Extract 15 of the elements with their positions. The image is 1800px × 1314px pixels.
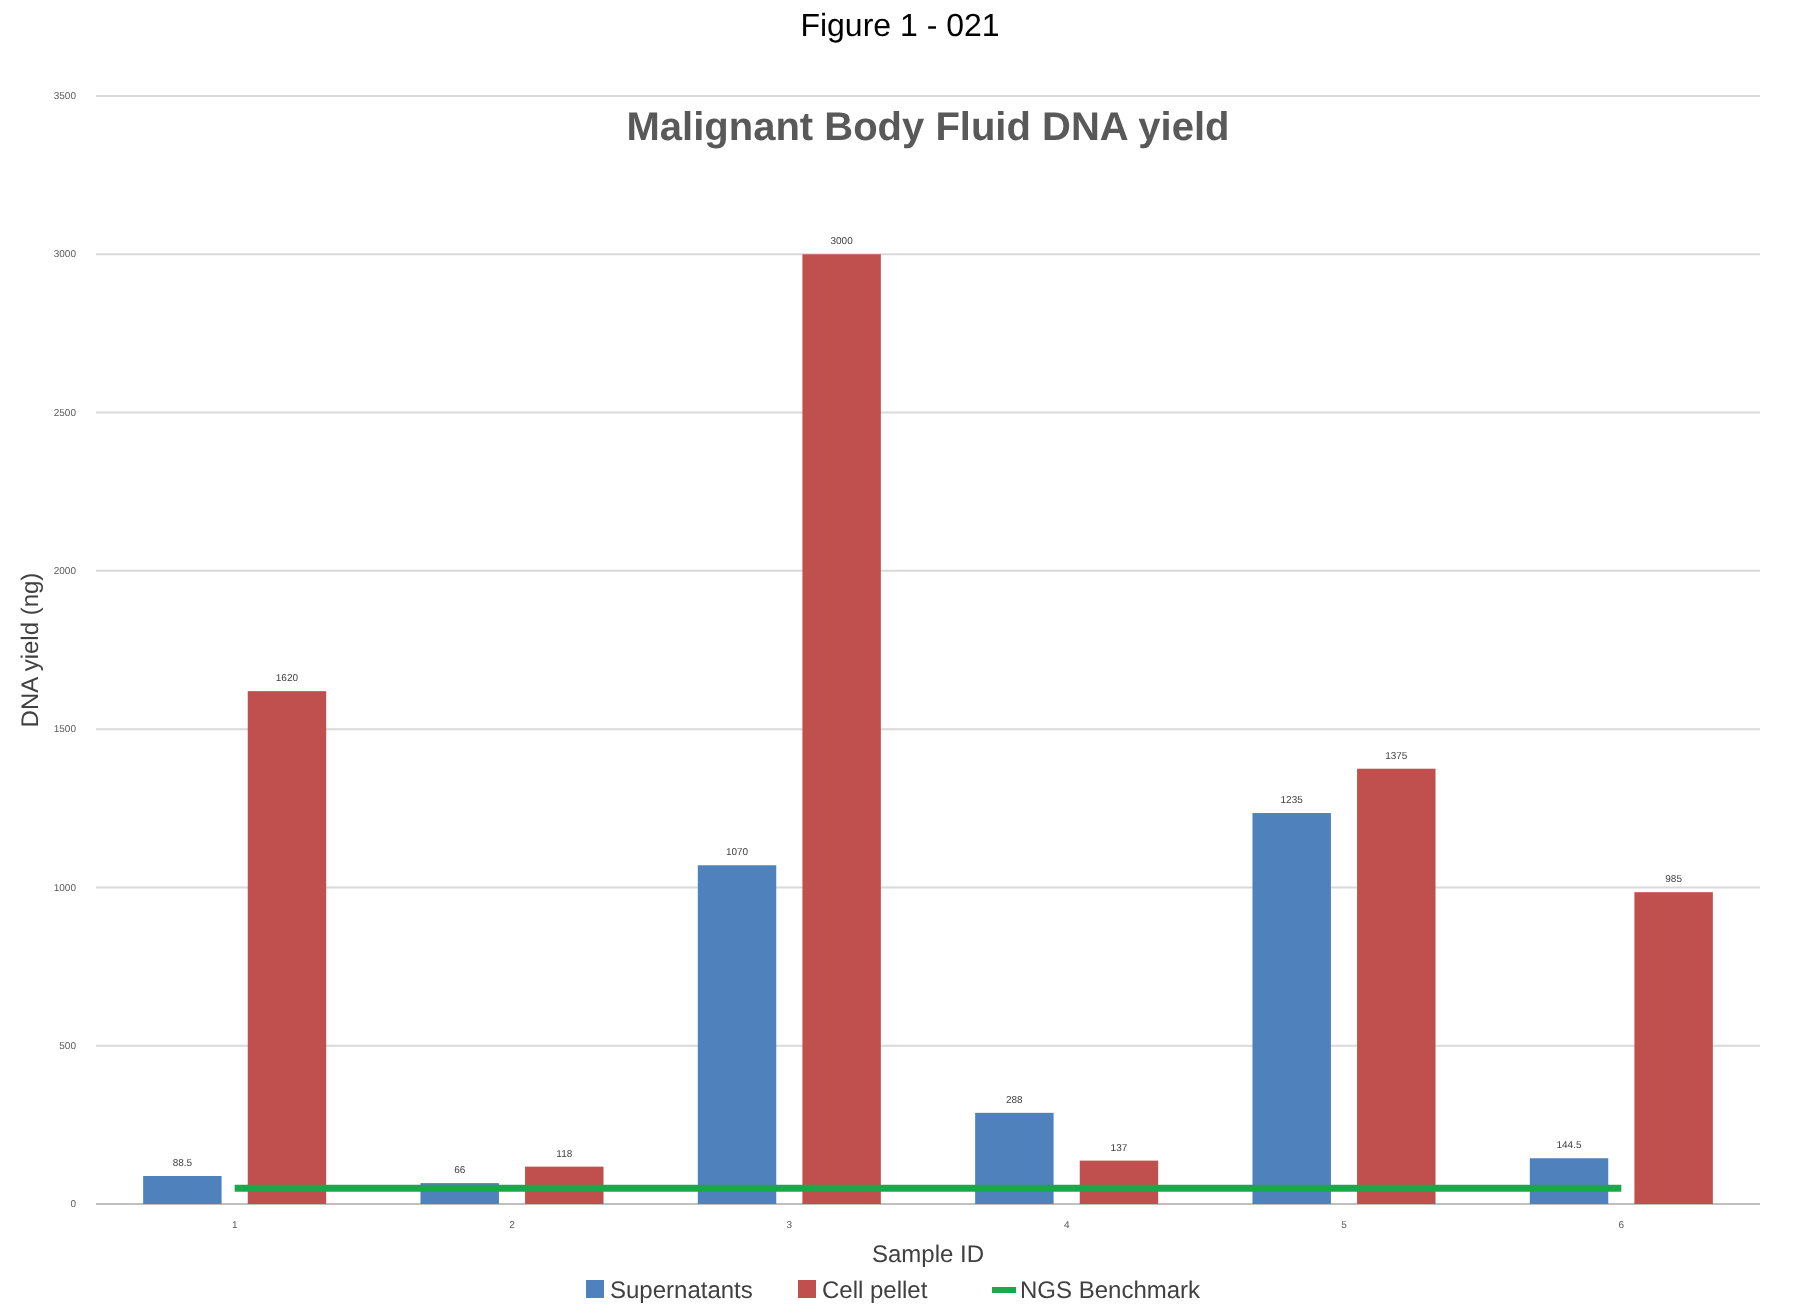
bar (143, 1175, 222, 1204)
caption: Figure 1 - 021 (800, 10, 1000, 44)
x-axis-title: Sample ID (871, 1240, 985, 1268)
legend-label: Cell pellet (822, 1276, 929, 1304)
chart-title: Malignant Body Fluid DNA yield (626, 106, 1230, 150)
legend-label: Supernatants (610, 1276, 753, 1304)
legend-label: NGS Benchmark (1020, 1276, 1203, 1304)
bar (247, 691, 327, 1204)
y-axis-title: DNA yield (ng) (16, 572, 44, 728)
bar (697, 865, 777, 1204)
bar (1252, 813, 1331, 1204)
bar (975, 1112, 1054, 1204)
bar (1634, 892, 1713, 1204)
bar (1357, 768, 1436, 1204)
bar (802, 254, 881, 1204)
